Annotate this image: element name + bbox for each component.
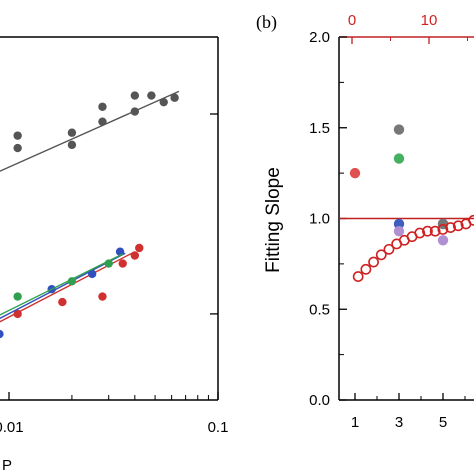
data-point	[130, 251, 140, 260]
fit-line-2	[0, 252, 126, 320]
top-tick-label: 10	[421, 12, 438, 29]
data-point	[135, 243, 144, 253]
y-axis-label: Fitting Slope	[263, 167, 284, 273]
data-point	[130, 107, 140, 116]
data-point	[13, 309, 22, 319]
right-panel: (b) Fitting Slope 0.0 0.5 1.0 1.5 2.0 1 3 5 0 1…	[256, 12, 474, 431]
y-tick-label: 0.0	[309, 392, 330, 409]
fit-line-1	[0, 251, 136, 323]
data-point	[13, 143, 22, 153]
data-point	[98, 292, 107, 301]
data-point	[67, 140, 77, 150]
data-point	[67, 277, 77, 286]
data-point	[67, 128, 77, 137]
left-x-ticks: 0.01 0.1 P	[0, 113, 229, 474]
right-marks	[339, 124, 474, 282]
slope-point	[393, 153, 405, 164]
y-tick-label: 0.5	[309, 301, 330, 318]
y-tick-label: 1.0	[309, 211, 330, 228]
data-point	[170, 93, 179, 102]
open-circle-point	[414, 227, 426, 239]
slope-point	[393, 226, 405, 237]
panel-label: (b)	[256, 12, 277, 33]
x-tick-label: 0.01	[0, 419, 24, 436]
open-circle-point	[429, 225, 441, 237]
data-point	[104, 259, 113, 268]
open-circle-point	[422, 225, 433, 237]
slope-point	[437, 235, 449, 246]
y-tick-label: 2.0	[309, 29, 330, 46]
fit-line-0	[0, 90, 180, 172]
open-circle-point	[437, 223, 449, 235]
x-axis-label: P	[2, 457, 12, 474]
right-y-ticks: 0.0 0.5 1.0 1.5 2.0	[309, 29, 347, 409]
data-point	[58, 297, 67, 307]
data-point	[118, 259, 127, 268]
data-point	[130, 91, 140, 100]
data-point	[98, 117, 107, 126]
slope-point	[393, 218, 405, 230]
x-tick-label: 0.1	[208, 419, 229, 436]
open-circle-point	[368, 256, 379, 268]
data-point	[13, 292, 22, 301]
y-tick-label: 1.5	[309, 120, 330, 137]
data-point	[98, 102, 107, 111]
open-circle-point	[452, 220, 464, 232]
left-marks	[0, 90, 180, 339]
right-bottom-ticks: 1 3 5	[351, 393, 466, 431]
right-top-ticks: 0 10	[348, 12, 468, 44]
data-point	[0, 329, 4, 339]
x-tick-label: 1	[351, 414, 359, 431]
open-circle-point	[383, 243, 395, 255]
left-panel: 0.01 0.1 P	[0, 36, 229, 474]
slope-point	[393, 124, 405, 135]
x-tick-label: 3	[395, 414, 403, 431]
data-point	[87, 269, 97, 279]
x-tick-label: 5	[439, 414, 447, 431]
fit-line-3	[0, 253, 124, 316]
data-point	[147, 91, 156, 100]
top-tick-label: 0	[348, 12, 356, 29]
open-circle-point	[352, 271, 364, 282]
data-point	[159, 97, 168, 107]
slope-point	[349, 167, 361, 179]
open-circle-point	[468, 214, 474, 226]
data-point	[13, 131, 22, 140]
open-circle-point	[375, 249, 387, 261]
open-circle-point	[445, 222, 456, 233]
open-circle-point	[360, 263, 372, 275]
